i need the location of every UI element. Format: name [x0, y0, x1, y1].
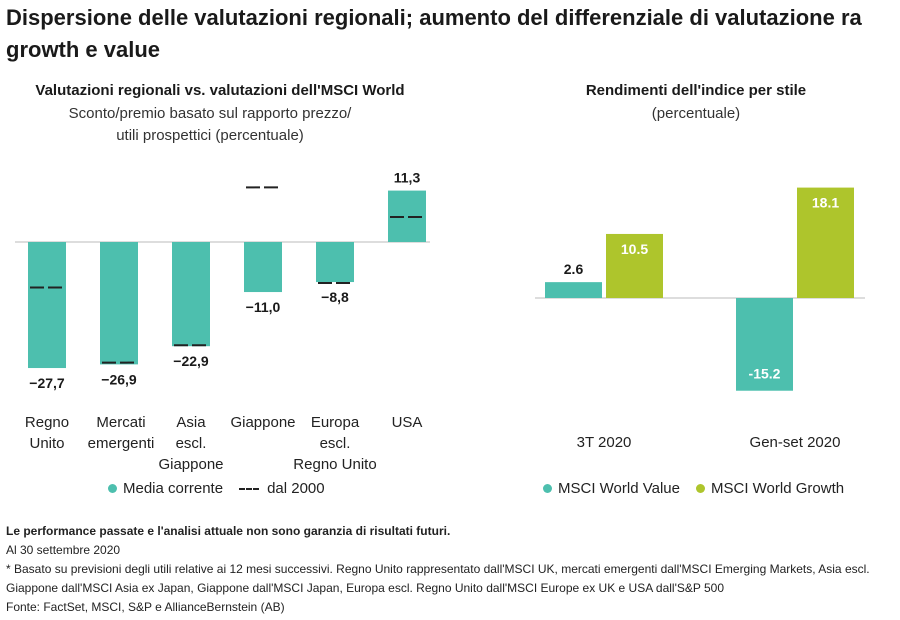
value-label-2: −22,9	[173, 353, 209, 369]
category-label-5-0: USA	[392, 414, 423, 431]
value-label-0: −27,7	[29, 375, 65, 391]
value-label-1: −26,9	[101, 371, 137, 387]
category-label-2-1: escl.	[176, 435, 207, 452]
legend-label-since-2000: dal 2000	[267, 480, 325, 497]
footer-disclaimer: Le performance passate e l'analisi attua…	[6, 524, 451, 538]
category-label-2-0: Asia	[176, 414, 206, 431]
value-label-growth-1: 18.1	[812, 195, 839, 211]
legend-label-growth: MSCI World Growth	[711, 480, 845, 497]
right-chart: 2.6 10.5 3T 2020 -15.2 18.1 Gen-set 2020	[535, 187, 865, 451]
footer-note-2: Giappone dall'MSCI Asia ex Japan, Giappo…	[6, 581, 725, 595]
category-label-1-1: emergenti	[88, 435, 155, 452]
category-label-3-0: Giappone	[230, 414, 295, 431]
category-label-0: 3T 2020	[577, 434, 632, 451]
category-label-0-1: Unito	[29, 435, 64, 452]
category-label-0-0: Regno	[25, 414, 69, 431]
page-title: Dispersione delle valutazioni regionali;…	[6, 5, 862, 62]
value-label-value-1: -15.2	[749, 366, 781, 382]
bar-current-3	[244, 242, 282, 293]
legend-label-value: MSCI World Value	[558, 480, 680, 497]
category-label-1-0: Mercati	[96, 414, 145, 431]
value-label-value-0: 2.6	[564, 261, 584, 277]
left-chart-subtitle-2: utili prospettici (percentuale)	[116, 127, 304, 144]
footer-note-1: * Basato su previsioni degli utili relat…	[6, 562, 870, 576]
footer: Le performance passate e l'analisi attua…	[6, 522, 896, 617]
left-chart-title: Valutazioni regionali vs. valutazioni de…	[35, 82, 405, 99]
bar-current-1	[100, 242, 138, 365]
bar-value-1	[736, 298, 793, 391]
legend-growth-dot-icon	[696, 484, 705, 493]
legend-label-current: Media corrente	[123, 480, 224, 497]
right-chart-title: Rendimenti dell'indice per stile	[585, 82, 807, 99]
legend-teal-dot-icon	[108, 484, 117, 493]
category-label-4-1: escl.	[320, 435, 351, 452]
category-label-4-2: Regno Unito	[293, 456, 376, 473]
category-label-2-2: Giappone	[158, 456, 223, 473]
bar-value-0	[545, 282, 602, 298]
value-label-growth-0: 10.5	[621, 241, 648, 257]
left-chart-subtitle-1: Sconto/premio basato sul rapporto prezzo…	[68, 105, 352, 122]
value-label-3: −11,0	[246, 299, 281, 315]
footer-date: Al 30 settembre 2020	[6, 543, 121, 557]
bar-growth-0	[606, 233, 663, 298]
value-label-5: 11,3	[394, 170, 421, 186]
bar-current-2	[172, 242, 210, 347]
bar-current-4	[316, 242, 354, 283]
bar-current-0	[28, 242, 66, 369]
category-label-1: Gen-set 2020	[750, 434, 841, 451]
legend-value-dot-icon	[543, 484, 552, 493]
footer-source: Fonte: FactSet, MSCI, S&P e AllianceBern…	[6, 600, 285, 614]
value-label-4: −8,8	[321, 289, 349, 305]
right-legend: MSCI World Value MSCI World Growth	[543, 480, 844, 497]
left-legend: Media corrente dal 2000	[108, 480, 325, 497]
bar-growth-1	[797, 187, 854, 298]
legend-dash-icon	[239, 487, 260, 490]
left-chart: −27,7 Regno Unito −26,9 Mercati emergenti −22,…	[15, 170, 430, 473]
right-chart-subtitle: (percentuale)	[651, 105, 741, 122]
category-label-4-0: Europa	[311, 414, 360, 431]
